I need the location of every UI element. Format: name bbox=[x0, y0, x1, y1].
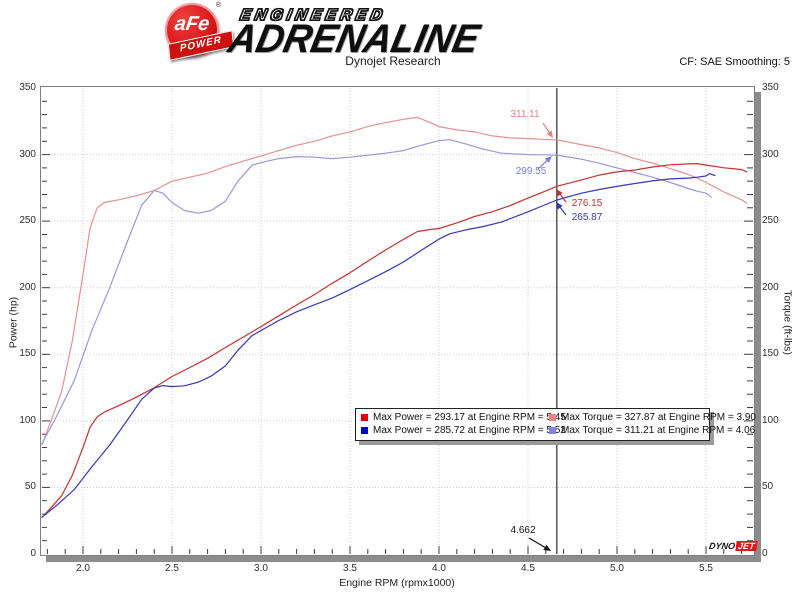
dynojet-watermark: DYNO JET bbox=[708, 541, 758, 551]
dyno-curves-svg bbox=[41, 88, 753, 554]
registered-mark-icon: ® bbox=[215, 2, 221, 9]
y-tick-label-left: 300 bbox=[19, 148, 36, 160]
y-tick-label-right: 200 bbox=[762, 281, 779, 293]
legend-label: Max Torque = 311.21 at Engine RPM = 4.06 bbox=[561, 425, 756, 436]
legend-swatch-icon bbox=[549, 413, 556, 421]
legend-item: Max Power = 293.17 at Engine RPM = 5.45 bbox=[361, 412, 566, 424]
callout-arrowhead bbox=[543, 544, 551, 551]
curve-power-run1 bbox=[41, 162, 748, 518]
y-tick-label-left: 350 bbox=[19, 82, 36, 93]
curve-torque-run2 bbox=[41, 139, 712, 445]
legend-swatch-icon bbox=[549, 426, 556, 434]
afe-logo-text: aFe bbox=[173, 13, 211, 35]
x-tick-label: 2.0 bbox=[76, 563, 90, 574]
y-tick-label-right: 250 bbox=[762, 215, 779, 227]
dynojet-watermark-jet: JET bbox=[735, 541, 758, 551]
y-tick-label-right: 0 bbox=[762, 548, 768, 559]
y-tick-label-left: 150 bbox=[19, 348, 36, 360]
dynojet-watermark-dyno: DYNO bbox=[708, 541, 736, 551]
legend-swatch-icon bbox=[361, 413, 368, 421]
y-tick-label-left: 0 bbox=[30, 548, 36, 559]
x-tick-label: 4.0 bbox=[432, 563, 446, 574]
y-tick-label-left: 50 bbox=[24, 481, 36, 493]
legend-swatch-icon bbox=[361, 426, 368, 434]
legend-item: Max Power = 285.72 at Engine RPM = 5.52 bbox=[361, 425, 566, 437]
callout-arrowhead bbox=[556, 202, 563, 210]
y-tick-label-right: 350 bbox=[762, 82, 779, 93]
x-tick-label: 4.5 bbox=[521, 563, 535, 574]
x-tick-label: 2.5 bbox=[165, 563, 179, 574]
y-tick-label-left: 250 bbox=[19, 215, 36, 227]
cursor-value-callout: 276.15 bbox=[571, 198, 603, 209]
y-tick-label-left: 100 bbox=[19, 414, 36, 426]
legend-label: Max Power = 293.17 at Engine RPM = 5.45 bbox=[373, 412, 566, 423]
y-tick-label-right: 150 bbox=[762, 348, 779, 360]
cursor-value-callout: 4.662 bbox=[510, 525, 536, 536]
y-tick-label-left: 200 bbox=[19, 281, 36, 293]
curve-torque-run1 bbox=[41, 116, 748, 446]
legend-label: Max Torque = 327.87 at Engine RPM = 3.90 bbox=[561, 412, 756, 423]
cursor-value-callout: 311.11 bbox=[510, 109, 540, 120]
legend-label: Max Power = 285.72 at Engine RPM = 5.52 bbox=[373, 425, 566, 436]
y-tick-label-right: 300 bbox=[762, 148, 779, 160]
plot-area bbox=[40, 86, 755, 556]
x-tick-label: 3.5 bbox=[343, 563, 357, 574]
curve-power-run2 bbox=[41, 172, 716, 518]
y-tick-label-right: 100 bbox=[762, 414, 779, 426]
x-tick-label: 5.0 bbox=[610, 563, 624, 574]
x-tick-label: 3.0 bbox=[254, 563, 268, 574]
legend-item: Max Torque = 311.21 at Engine RPM = 4.06 bbox=[549, 425, 756, 437]
callout-arrowhead bbox=[556, 189, 563, 197]
cursor-value-callout: 299.55 bbox=[515, 166, 547, 177]
cursor-value-callout: 265.87 bbox=[571, 212, 603, 223]
callout-arrowhead bbox=[546, 130, 553, 138]
x-axis-title: Engine RPM (rpmx1000) bbox=[339, 577, 455, 589]
legend-box: Max Power = 293.17 at Engine RPM = 5.45 M… bbox=[355, 408, 756, 441]
x-tick-label: 5.5 bbox=[699, 563, 713, 574]
correction-factor-label: CF: SAE Smoothing: 5 bbox=[679, 56, 790, 68]
chart-subtitle: Dynojet Research bbox=[345, 54, 441, 68]
legend-item: Max Torque = 327.87 at Engine RPM = 3.90 bbox=[549, 412, 756, 424]
callout-arrowhead bbox=[544, 156, 552, 163]
y-tick-label-right: 50 bbox=[762, 481, 774, 493]
